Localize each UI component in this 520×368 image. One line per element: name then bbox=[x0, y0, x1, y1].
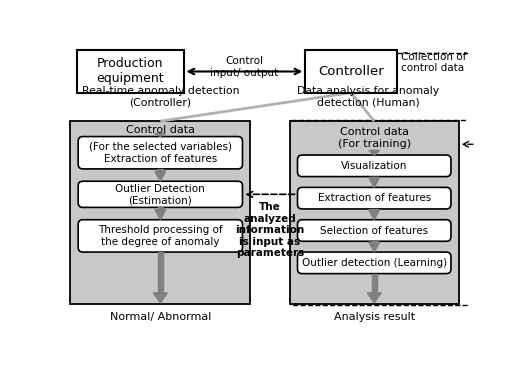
Text: Threshold processing of
the degree of anomaly: Threshold processing of the degree of an… bbox=[98, 225, 223, 247]
FancyBboxPatch shape bbox=[297, 252, 451, 274]
Text: Outlier detection (Learning): Outlier detection (Learning) bbox=[302, 258, 447, 268]
Polygon shape bbox=[369, 210, 380, 220]
FancyBboxPatch shape bbox=[78, 220, 242, 252]
FancyBboxPatch shape bbox=[297, 220, 451, 241]
Polygon shape bbox=[155, 171, 166, 181]
Text: Control data
(For training): Control data (For training) bbox=[337, 127, 411, 149]
Polygon shape bbox=[367, 293, 381, 303]
FancyBboxPatch shape bbox=[297, 155, 451, 177]
Text: Extraction of features: Extraction of features bbox=[318, 193, 431, 203]
Bar bbox=[70, 121, 250, 304]
Text: Analysis result: Analysis result bbox=[334, 312, 415, 322]
Bar bbox=[158, 169, 163, 171]
Bar bbox=[158, 252, 163, 293]
Text: Normal/ Abnormal: Normal/ Abnormal bbox=[110, 312, 211, 322]
Text: Controller: Controller bbox=[318, 65, 384, 78]
Polygon shape bbox=[153, 293, 167, 303]
Text: Production
equipment: Production equipment bbox=[96, 57, 164, 85]
Text: (For the selected variables)
Extraction of features: (For the selected variables) Extraction … bbox=[89, 142, 232, 163]
Text: Data analysis for anomaly
detection (Human): Data analysis for anomaly detection (Hum… bbox=[297, 86, 439, 107]
Bar bbox=[291, 120, 478, 305]
Text: Visualization: Visualization bbox=[341, 161, 407, 171]
Polygon shape bbox=[155, 134, 166, 137]
Polygon shape bbox=[155, 210, 166, 220]
Text: Control
input/ output: Control input/ output bbox=[210, 56, 279, 78]
FancyBboxPatch shape bbox=[297, 187, 451, 209]
Polygon shape bbox=[369, 151, 380, 155]
FancyBboxPatch shape bbox=[78, 181, 242, 208]
Text: Control data: Control data bbox=[126, 125, 195, 135]
Bar bbox=[371, 274, 377, 293]
Bar bbox=[305, 50, 397, 93]
Text: Selection of features: Selection of features bbox=[320, 226, 428, 236]
Bar bbox=[76, 50, 184, 93]
Text: Outlier Detection
(Estimation): Outlier Detection (Estimation) bbox=[115, 184, 205, 205]
Text: The
analyzed
information
is input as
parameters: The analyzed information is input as par… bbox=[236, 202, 305, 258]
Polygon shape bbox=[369, 177, 380, 187]
Bar bbox=[372, 241, 376, 242]
Text: Real-time anomaly detection
(Controller): Real-time anomaly detection (Controller) bbox=[82, 86, 239, 107]
FancyBboxPatch shape bbox=[78, 137, 242, 169]
Polygon shape bbox=[369, 242, 380, 252]
Bar bbox=[158, 208, 163, 210]
Bar bbox=[290, 121, 459, 304]
Text: Collection of
control data: Collection of control data bbox=[400, 52, 466, 74]
Bar bbox=[372, 209, 376, 210]
